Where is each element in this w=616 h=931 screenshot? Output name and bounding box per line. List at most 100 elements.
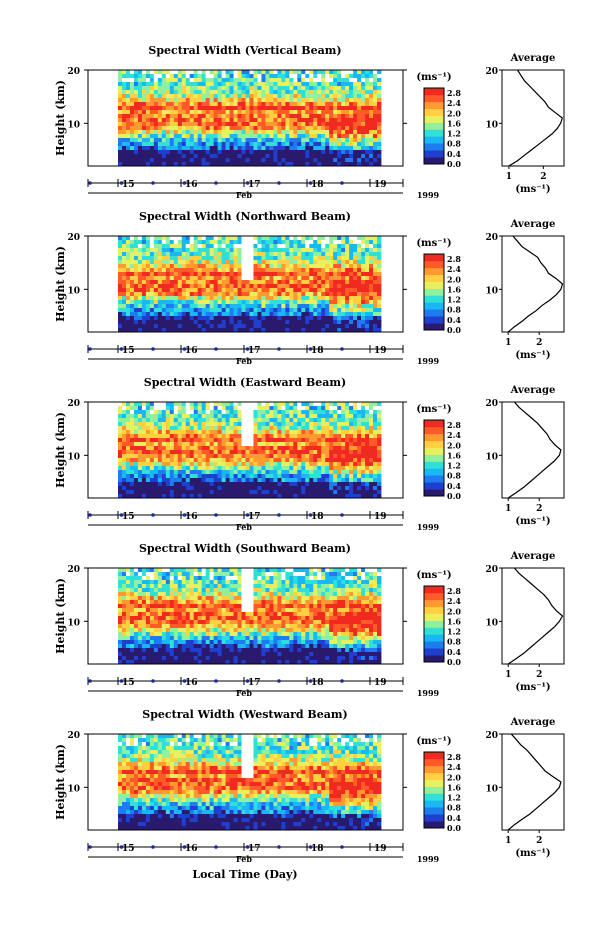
heatmap-cell: [257, 474, 262, 479]
heatmap-cell: [133, 324, 139, 329]
heatmap-cell: [149, 304, 155, 309]
heatmap-cell: [149, 162, 155, 167]
heatmap-cell: [289, 312, 294, 317]
heatmap-cell: [118, 632, 123, 637]
colorbar-tick-label: 2.8: [447, 254, 461, 264]
heatmap-cell: [121, 300, 127, 305]
heatmap-cell: [118, 450, 123, 455]
heatmap-cell: [169, 82, 175, 87]
heatmap-cell: [197, 248, 203, 253]
heatmap-cell: [201, 490, 207, 495]
heatmap-cell: [229, 236, 234, 241]
heatmap-cell: [357, 240, 362, 245]
heatmap-cell: [257, 82, 262, 87]
heatmap-cell: [221, 268, 226, 273]
heatmap-cell: [277, 276, 282, 281]
heatmap-cell: [153, 86, 159, 91]
heatmap-cell: [161, 402, 167, 407]
heatmap-cell: [229, 114, 234, 119]
heatmap-cell: [229, 110, 234, 115]
heatmap-cell: [193, 450, 199, 455]
heatmap-cell: [237, 426, 242, 431]
heatmap-cell: [125, 320, 131, 325]
heatmap-cell: [141, 98, 147, 103]
heatmap-cell: [321, 478, 326, 483]
heatmap-cell: [185, 438, 191, 443]
heatmap-cell: [309, 284, 314, 289]
heatmap-cell: [201, 138, 207, 143]
heatmap-cell: [229, 264, 234, 269]
heatmap-cell: [249, 316, 254, 321]
heatmap-cell: [161, 110, 167, 115]
heatmap-cell: [221, 70, 226, 75]
heatmap-cell: [165, 474, 171, 479]
heatmap-cell: [277, 244, 282, 249]
heatmap-cell: [193, 442, 199, 447]
heatmap-cell: [353, 494, 358, 499]
heatmap-cell: [237, 98, 242, 103]
heatmap-cell: [269, 236, 274, 241]
heatmap-cell: [261, 454, 266, 459]
heatmap-cell: [173, 402, 179, 407]
heatmap-cell: [141, 466, 147, 471]
heatmap-cell: [273, 260, 278, 265]
heatmap-cell: [185, 458, 191, 463]
heatmap-cell: [149, 244, 155, 249]
heatmap-cell: [341, 470, 346, 475]
colorbar-segment: [424, 136, 444, 144]
heatmap-cell: [225, 126, 230, 131]
heatmap-cell: [365, 122, 370, 127]
heatmap-cell: [305, 296, 310, 301]
heatmap-cell: [217, 434, 222, 439]
heatmap-cell: [357, 296, 362, 301]
heatmap-cell: [317, 402, 322, 407]
heatmap-cell: [205, 312, 211, 317]
heatmap-cell: [157, 114, 163, 119]
heatmap-cell: [185, 316, 191, 321]
heatmap-cell: [201, 410, 207, 415]
heatmap-cell: [173, 470, 179, 475]
heatmap-cell: [245, 324, 250, 329]
heatmap-cell: [125, 244, 131, 249]
heatmap-cell: [221, 422, 226, 427]
heatmap-cell: [285, 162, 290, 167]
heatmap-cell: [237, 272, 242, 277]
heatmap-cell: [281, 470, 286, 475]
heatmap-cell: [181, 490, 187, 495]
heatmap-cell: [249, 256, 254, 261]
heatmap-cell: [273, 94, 278, 99]
heatmap-cell: [241, 94, 246, 99]
heatmap-cell: [205, 280, 211, 285]
heatmap-cell: [213, 138, 219, 143]
heatmap-cell: [349, 410, 354, 415]
heatmap-cell: [349, 150, 354, 155]
heatmap-cell: [145, 150, 151, 155]
heatmap-cell: [285, 240, 290, 245]
heatmap-cell: [373, 118, 378, 123]
heatmap-cell: [229, 138, 234, 143]
heatmap-cell: [313, 316, 318, 321]
heatmap-cell: [118, 288, 123, 293]
heatmap-cell: [373, 418, 378, 423]
heatmap-cell: [265, 244, 270, 249]
heatmap-cell: [145, 414, 151, 419]
heatmap-cell: [301, 446, 306, 451]
heatmap-cell: [365, 418, 370, 423]
heatmap-cell: [325, 260, 330, 265]
heatmap-cell: [121, 106, 127, 111]
heatmap-cell: [305, 292, 310, 297]
heatmap-cell: [141, 304, 147, 309]
heatmap-cell: [317, 114, 322, 119]
heatmap-cell: [209, 458, 215, 463]
heatmap-cell: [157, 150, 163, 155]
heatmap-cell: [317, 410, 322, 415]
heatmap-cell: [125, 162, 131, 167]
heatmap-cell: [221, 126, 226, 131]
heatmap-cell: [141, 142, 147, 147]
heatmap-cell: [173, 474, 179, 479]
heatmap-cell: [173, 158, 179, 163]
heatmap-cell: [149, 146, 155, 151]
heatmap-cell: [301, 268, 306, 273]
heatmap-cell: [189, 94, 195, 99]
heatmap-cell: [205, 134, 211, 139]
